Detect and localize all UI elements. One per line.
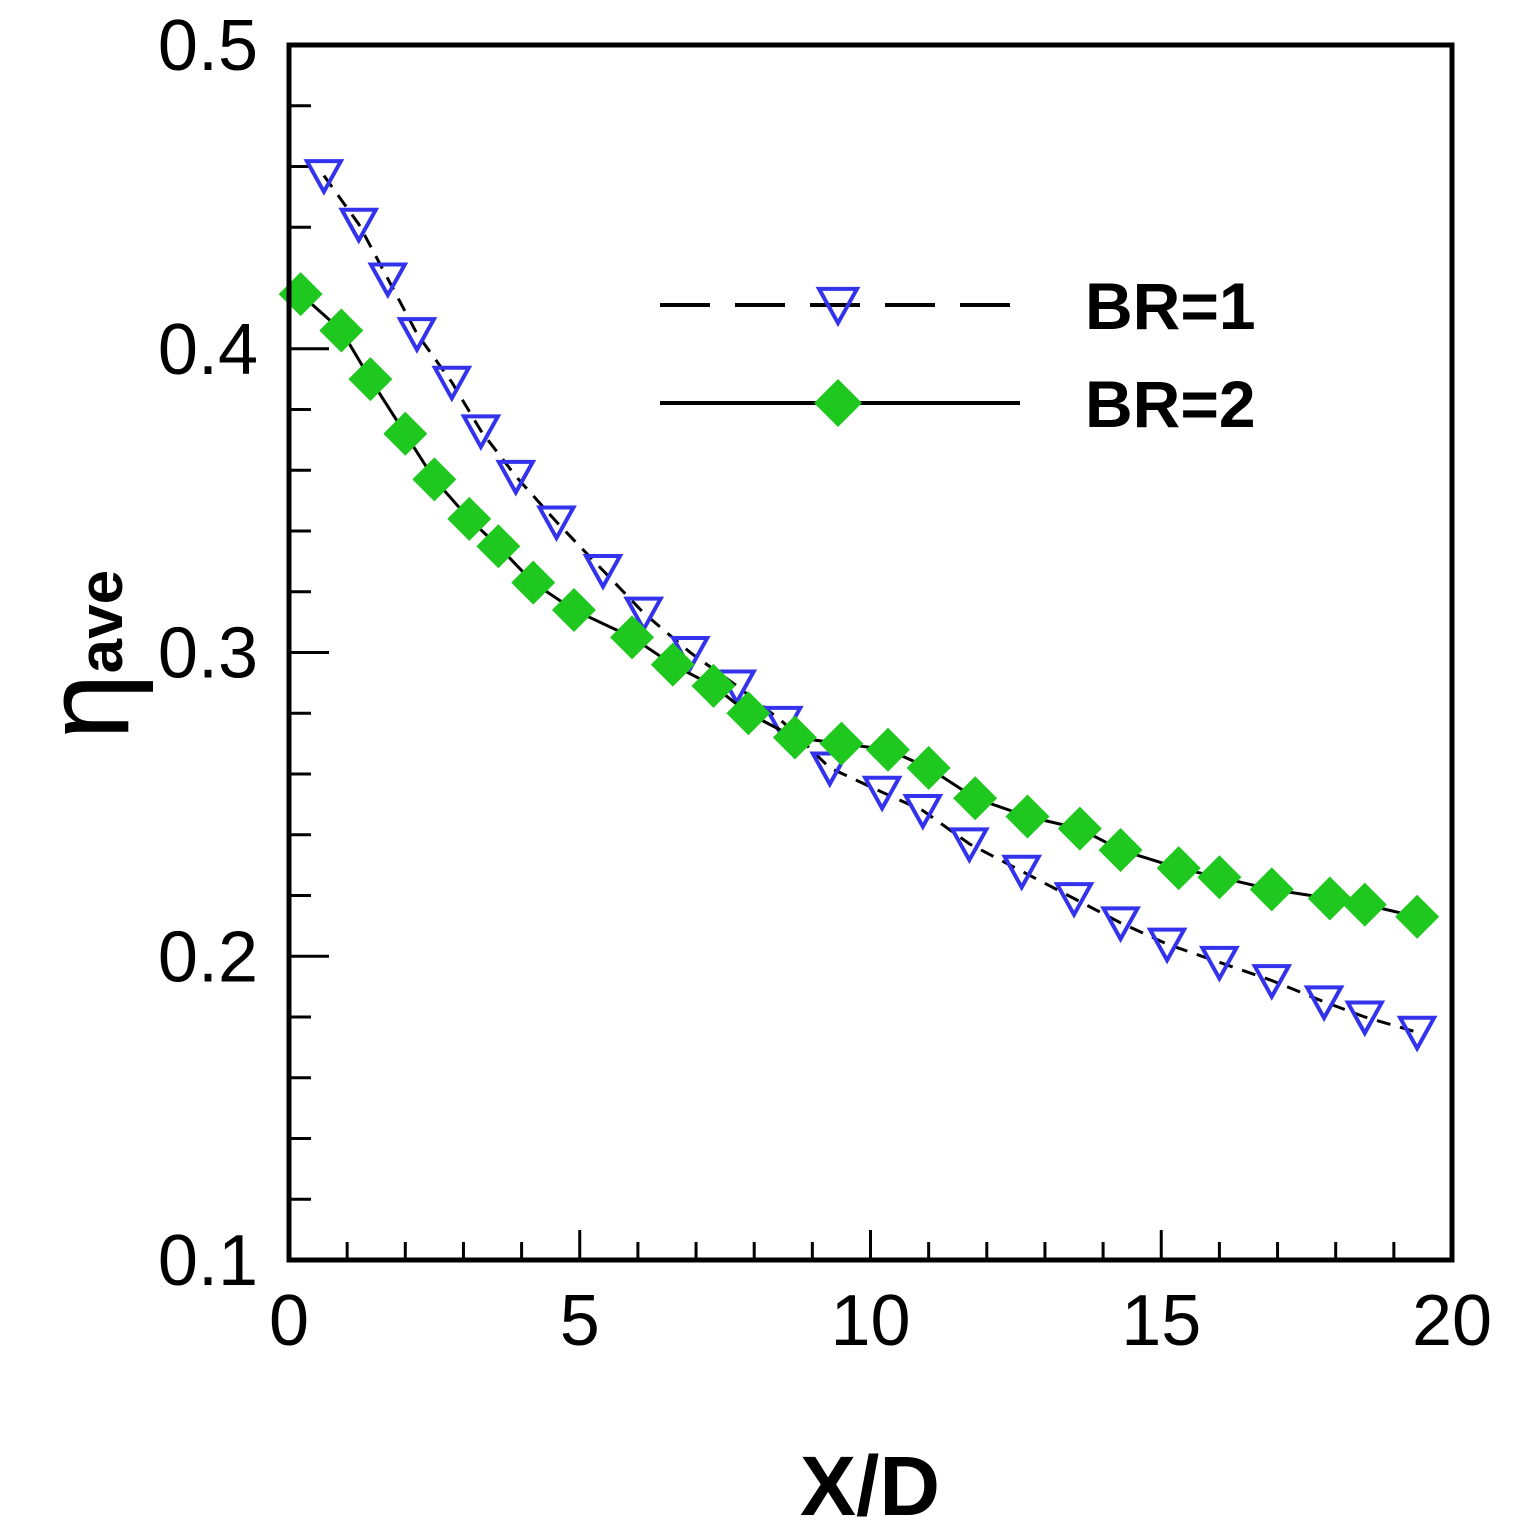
- br2-marker: [906, 745, 951, 790]
- br2-marker: [476, 524, 521, 569]
- series-1: [303, 159, 1438, 1053]
- x-tick-label: 20: [1412, 1281, 1492, 1361]
- br1-marker: [1053, 882, 1095, 919]
- y-tick-label: 0.4: [158, 310, 258, 390]
- y-axis-subscript: ave: [67, 570, 136, 673]
- legend: BR=1 BR=2: [660, 269, 1256, 441]
- br2-marker: [383, 411, 428, 456]
- br1-marker: [1344, 1000, 1386, 1038]
- br2-marker: [1098, 827, 1143, 872]
- x-tick-label: 10: [830, 1281, 910, 1361]
- series-2: [278, 272, 1440, 939]
- legend-marker: [814, 379, 862, 427]
- br1-marker: [396, 317, 438, 354]
- br2-marker: [447, 496, 492, 541]
- legend-label: BR=2: [1085, 367, 1256, 441]
- br1-marker: [431, 365, 473, 403]
- br1-marker: [861, 775, 903, 813]
- br2-marker: [953, 776, 998, 821]
- br2-marker: [1005, 794, 1050, 839]
- br1-marker: [367, 262, 409, 300]
- br2-marker: [650, 642, 695, 687]
- br2-marker: [1342, 882, 1387, 927]
- br2-marker: [1307, 876, 1352, 921]
- br2-marker: [1249, 867, 1294, 912]
- br1-marker: [582, 554, 624, 591]
- y-tick-label: 0.5: [158, 6, 258, 86]
- br2-marker: [726, 691, 771, 736]
- br1-marker: [303, 159, 345, 196]
- br2-marker: [1156, 846, 1201, 891]
- br2-marker: [1395, 894, 1440, 939]
- legend-item-1: BR=1: [660, 269, 1256, 343]
- br1-marker: [1146, 927, 1188, 965]
- x-tick-label: 5: [560, 1281, 600, 1361]
- br1-marker: [536, 505, 577, 543]
- br2-marker: [511, 560, 556, 605]
- axis-tick-labels: 0 5 10 15 20 0.1 0.2 0.3 0.4 0.5: [158, 6, 1492, 1361]
- br2-marker: [319, 308, 364, 353]
- y-axis-symbol: η: [20, 673, 154, 740]
- br2-marker: [691, 663, 736, 708]
- br2-marker: [551, 587, 596, 632]
- br1-marker: [338, 207, 380, 245]
- br1-marker: [1303, 985, 1345, 1023]
- legend-label: BR=1: [1085, 269, 1256, 343]
- legend-marker: [815, 286, 861, 328]
- svg-text:ηave: ηave: [20, 570, 154, 740]
- br2-marker: [1197, 855, 1242, 900]
- y-tick-label: 0.1: [158, 1221, 258, 1301]
- br1-marker: [460, 414, 502, 452]
- x-tick-label: 15: [1121, 1281, 1201, 1361]
- br1-marker: [1251, 964, 1293, 1001]
- br2-marker: [819, 721, 864, 766]
- plot-area-frame: [286, 42, 1455, 1263]
- legend-item-2: BR=2: [660, 367, 1256, 441]
- br1-marker: [1100, 906, 1141, 944]
- x-tick-label: 0: [269, 1281, 309, 1361]
- y-axis-title: ηave: [20, 570, 154, 740]
- br2-marker: [412, 457, 457, 502]
- br2-marker: [772, 715, 817, 760]
- br1-marker: [902, 794, 944, 831]
- br1-marker: [1199, 945, 1240, 983]
- br2-marker: [1057, 806, 1102, 851]
- x-axis-title: X/D: [800, 1439, 940, 1533]
- br2-marker: [348, 357, 393, 402]
- br2-marker: [610, 615, 655, 660]
- br2-marker: [865, 727, 910, 772]
- y-tick-label: 0.2: [158, 917, 258, 997]
- br1-marker: [623, 596, 665, 634]
- br1-marker: [1396, 1015, 1438, 1053]
- br1-marker: [495, 459, 537, 497]
- br1-marker: [1001, 854, 1043, 892]
- plot-series: [278, 159, 1440, 1053]
- y-tick-label: 0.3: [158, 614, 258, 694]
- br1-marker: [948, 827, 990, 865]
- axis-ticks: [287, 43, 1454, 1262]
